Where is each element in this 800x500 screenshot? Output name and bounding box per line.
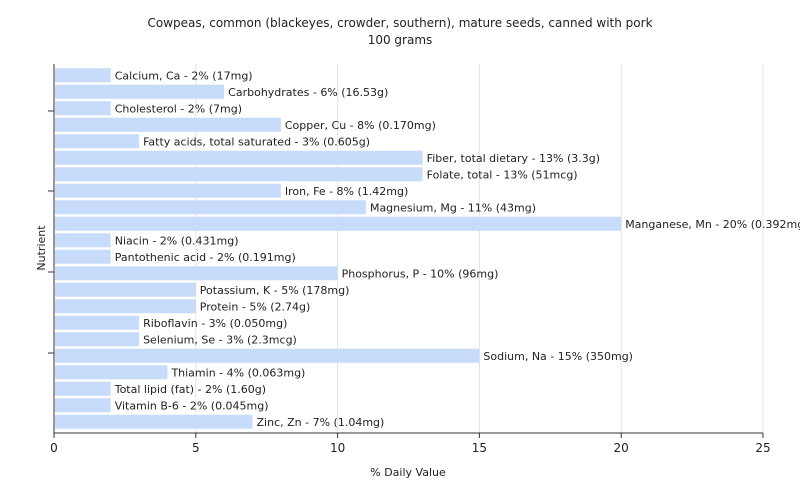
bar <box>55 398 111 413</box>
x-axis-title: % Daily Value <box>370 466 446 479</box>
bar-label: Phosphorus, P - 10% (96mg) <box>342 267 499 280</box>
bar-label: Vitamin B-6 - 2% (0.045mg) <box>115 399 269 412</box>
bar <box>55 299 196 314</box>
bar <box>55 315 140 330</box>
bar-label: Magnesium, Mg - 11% (43mg) <box>370 201 536 214</box>
bar-label: Pantothenic acid - 2% (0.191mg) <box>115 251 296 264</box>
y-axis-title: Nutrient <box>35 225 48 271</box>
x-tick-label: 10 <box>330 441 345 455</box>
bar-label: Cholesterol - 2% (7mg) <box>115 102 242 115</box>
bar-label: Total lipid (fat) - 2% (1.60g) <box>114 383 266 396</box>
bar <box>55 348 480 363</box>
bar-label: Sodium, Na - 15% (350mg) <box>483 350 633 363</box>
bar <box>55 117 281 132</box>
bar <box>55 216 622 231</box>
bar <box>55 101 111 116</box>
bar-label: Folate, total - 13% (51mcg) <box>427 168 578 181</box>
bar <box>55 249 111 264</box>
bar <box>55 365 168 380</box>
bar-label: Iron, Fe - 8% (1.42mg) <box>285 185 408 198</box>
bar-label: Riboflavin - 3% (0.050mg) <box>143 317 287 330</box>
bar <box>55 200 366 215</box>
bar <box>55 150 423 165</box>
grid-lines <box>195 64 764 433</box>
bar <box>55 134 140 149</box>
bar-label: Protein - 5% (2.74g) <box>200 300 311 313</box>
bar <box>55 183 281 198</box>
bar <box>55 381 111 396</box>
bar-label: Calcium, Ca - 2% (17mg) <box>115 69 253 82</box>
bar <box>55 68 111 83</box>
bar <box>55 414 253 429</box>
x-tick-label: 20 <box>614 441 629 455</box>
bar-label: Copper, Cu - 8% (0.170mg) <box>285 119 436 132</box>
axes: 0 5 10 15 20 25 <box>48 64 771 455</box>
x-tick-label: 5 <box>192 441 200 455</box>
bar-label: Selenium, Se - 3% (2.3mcg) <box>143 333 297 346</box>
bar <box>55 282 196 297</box>
bar-label: Manganese, Mn - 20% (0.392mg) <box>625 218 800 231</box>
chart-subtitle: 100 grams <box>368 33 433 47</box>
bar-label: Fatty acids, total saturated - 3% (0.605… <box>143 135 370 148</box>
x-tick-label: 0 <box>50 441 58 455</box>
bar-label: Zinc, Zn - 7% (1.04mg) <box>257 416 385 429</box>
x-tick-label: 25 <box>755 441 770 455</box>
bar-label: Fiber, total dietary - 13% (3.3g) <box>427 152 600 165</box>
bar <box>55 332 140 347</box>
bar-label: Carbohydrates - 6% (16.53g) <box>228 86 388 99</box>
bar-label: Potassium, K - 5% (178mg) <box>200 284 350 297</box>
bar <box>55 167 423 182</box>
chart-title: Cowpeas, common (blackeyes, crowder, sou… <box>147 16 652 30</box>
bar-labels: Calcium, Ca - 2% (17mg) Carbohydrates - 6… <box>114 69 800 429</box>
bars <box>55 68 622 429</box>
bar-label: Thiamin - 4% (0.063mg) <box>170 366 305 379</box>
x-tick-label: 15 <box>472 441 487 455</box>
bar <box>55 266 338 281</box>
bar <box>55 233 111 248</box>
bar <box>55 84 225 99</box>
bar-label: Niacin - 2% (0.431mg) <box>115 234 239 247</box>
